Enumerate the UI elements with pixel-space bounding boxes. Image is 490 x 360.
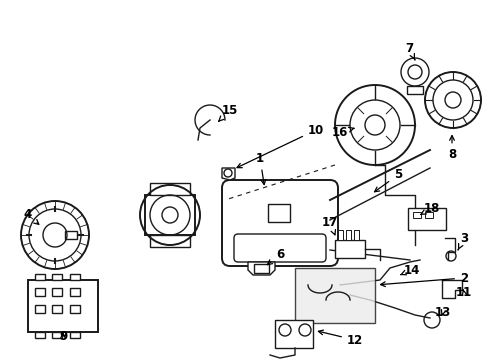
Text: 17: 17 <box>322 216 338 235</box>
Text: 2: 2 <box>381 271 468 287</box>
Text: 1: 1 <box>256 152 266 185</box>
Bar <box>407 86 423 94</box>
Bar <box>150 183 190 195</box>
Text: 6: 6 <box>268 248 284 265</box>
Bar <box>275 320 313 348</box>
Text: 7: 7 <box>405 41 415 60</box>
Bar <box>145 195 195 235</box>
FancyBboxPatch shape <box>234 234 326 262</box>
Bar <box>70 274 80 280</box>
Bar <box>354 230 359 240</box>
Bar <box>70 288 80 296</box>
Bar <box>346 230 351 240</box>
Bar <box>295 268 375 323</box>
Bar <box>70 332 80 338</box>
Text: 15: 15 <box>219 104 238 121</box>
Bar <box>35 332 45 338</box>
Bar <box>28 280 98 332</box>
Bar <box>65 231 77 239</box>
Bar <box>413 212 421 218</box>
FancyBboxPatch shape <box>222 180 338 266</box>
Bar <box>70 305 80 313</box>
Text: 12: 12 <box>318 330 363 346</box>
Text: 13: 13 <box>435 306 451 319</box>
Text: 14: 14 <box>401 264 420 276</box>
Text: 9: 9 <box>59 330 67 343</box>
Bar <box>52 332 62 338</box>
Bar <box>254 264 269 273</box>
Text: 8: 8 <box>448 136 456 162</box>
Text: 3: 3 <box>458 231 468 250</box>
Bar <box>425 212 433 218</box>
Bar <box>35 288 45 296</box>
Bar <box>408 208 446 230</box>
Text: 16: 16 <box>332 126 354 139</box>
Bar <box>35 274 45 280</box>
Text: 10: 10 <box>237 123 324 168</box>
Bar <box>52 274 62 280</box>
Polygon shape <box>222 168 235 180</box>
Bar <box>52 305 62 313</box>
Bar <box>35 305 45 313</box>
Bar <box>268 204 290 222</box>
Bar <box>52 288 62 296</box>
Bar <box>338 230 343 240</box>
Bar <box>150 235 190 247</box>
Text: 4: 4 <box>24 208 39 224</box>
Polygon shape <box>248 262 275 275</box>
Text: 18: 18 <box>421 202 440 215</box>
Text: 11: 11 <box>456 287 472 300</box>
Text: 5: 5 <box>374 168 402 192</box>
Bar <box>335 240 365 258</box>
